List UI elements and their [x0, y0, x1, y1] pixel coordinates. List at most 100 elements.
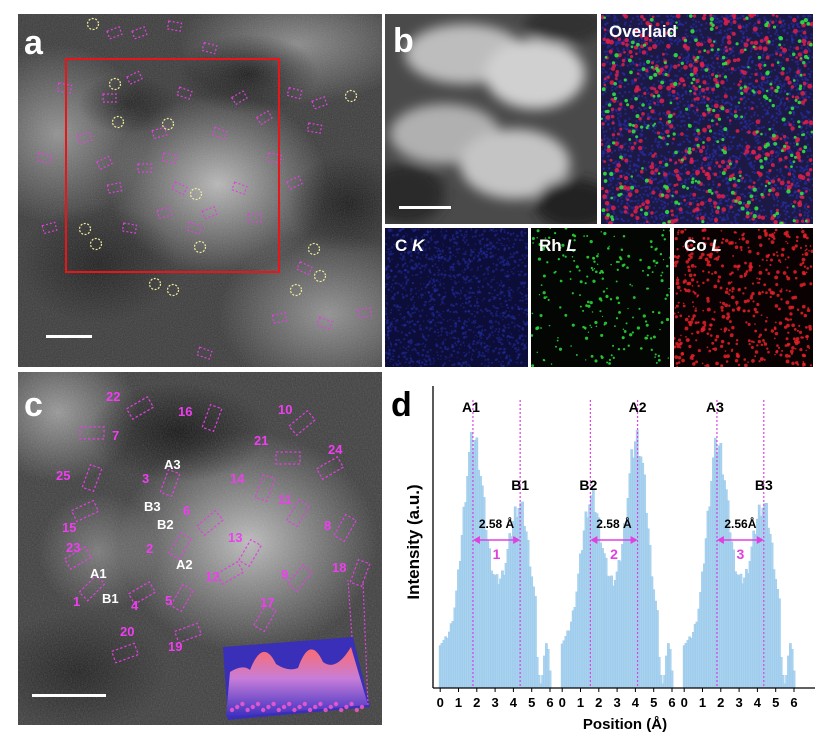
single-atom-box-marker — [356, 307, 373, 319]
site-number-label: 9 — [281, 567, 288, 582]
cluster-circle-marker — [166, 283, 180, 297]
cluster-circle-marker — [307, 242, 321, 256]
cluster-circle-marker — [313, 269, 327, 283]
cluster-circle-marker — [89, 237, 103, 251]
single-atom-box-marker — [56, 82, 73, 94]
single-atom-box-marker — [76, 131, 93, 145]
x-tick-label: 5 — [528, 695, 535, 710]
atom-pair-label: A3 — [164, 457, 181, 472]
site-number-label: 11 — [278, 492, 292, 507]
single-atom-box-marker — [41, 221, 58, 235]
cluster-circle-marker — [148, 277, 162, 291]
single-atom-box-marker — [106, 26, 123, 40]
x-tick-label: 5 — [772, 695, 779, 710]
c-k-label: C K — [395, 236, 425, 255]
single-atom-box-marker — [126, 70, 143, 85]
profile-bar — [548, 670, 552, 689]
x-tick-label: 2 — [595, 695, 602, 710]
pair-index-label: 1 — [493, 546, 501, 562]
site-number-label: 25 — [56, 468, 70, 483]
single-atom-box-marker — [311, 96, 328, 110]
panel-label-d: d — [391, 386, 412, 424]
rh-l-label: Rh L — [539, 236, 577, 255]
peak-label: A3 — [706, 399, 724, 415]
site-number-label: 18 — [332, 560, 346, 575]
site-number-label: 3 — [142, 471, 149, 486]
overlaid-map — [601, 14, 813, 224]
c-k-map — [385, 228, 528, 367]
single-atom-box-marker — [151, 126, 168, 140]
peak-label: A2 — [629, 399, 647, 415]
x-axis-title: Position (Å) — [583, 716, 667, 733]
x-tick-label: 1 — [455, 695, 462, 710]
x-tick-label: 3 — [735, 695, 742, 710]
distance-label: 2.58 Å — [596, 516, 632, 531]
x-tick-label: 3 — [613, 695, 620, 710]
single-atom-box-marker — [96, 155, 113, 170]
single-atom-box-marker — [121, 222, 138, 234]
co-l-map — [674, 228, 813, 367]
x-tick-label: 2 — [473, 695, 480, 710]
x-tick-label: 5 — [650, 695, 657, 710]
x-tick-label: 1 — [699, 695, 706, 710]
peak-label: B2 — [579, 477, 597, 493]
single-atom-box-marker — [161, 152, 178, 164]
site-number-label: 19 — [168, 639, 182, 654]
haadf-image — [385, 14, 597, 224]
map-rh-l: Rh L — [531, 228, 670, 367]
panel-label-a: a — [24, 24, 43, 62]
single-atom-box-marker — [171, 181, 188, 196]
peak-label: A1 — [462, 399, 480, 415]
profile-bar — [792, 670, 796, 689]
single-atom-box-marker — [266, 152, 283, 164]
x-tick-label: 0 — [437, 695, 444, 710]
cluster-circle-marker — [108, 77, 122, 91]
single-atom-box-marker — [102, 93, 117, 103]
x-tick-label: 0 — [559, 695, 566, 710]
site-number-label: 15 — [62, 520, 76, 535]
x-tick-label: 4 — [632, 695, 640, 710]
distance-label: 2.58 Å — [479, 516, 515, 531]
x-tick-label: 4 — [754, 695, 762, 710]
site-number-label: 16 — [178, 404, 192, 419]
single-atom-box-marker — [286, 175, 303, 190]
y-axis-title: Intensity (a.u.) — [404, 484, 423, 599]
site-number-label: 5 — [165, 593, 172, 608]
zoom-region-box — [65, 58, 280, 273]
single-atom-box-marker — [186, 221, 203, 235]
panel-a-image: a — [18, 14, 382, 367]
single-atom-box-marker — [271, 312, 288, 324]
single-atom-box-marker — [131, 26, 148, 40]
single-atom-box-marker — [316, 316, 333, 330]
single-atom-box-marker — [306, 122, 323, 134]
site-number-label: 13 — [228, 530, 242, 545]
site-number-label: 1 — [73, 594, 80, 609]
profile-bar — [670, 670, 674, 689]
single-atom-box-marker — [201, 206, 218, 220]
single-atom-box-marker — [286, 86, 303, 100]
site-number-label: 8 — [324, 518, 331, 533]
map-c-k: C K — [385, 228, 528, 367]
single-atom-box-marker — [137, 163, 152, 173]
cluster-circle-marker — [189, 187, 203, 201]
single-atom-box-marker — [36, 152, 53, 164]
panel-label-c: c — [24, 386, 43, 424]
surface-inset-3d — [223, 579, 370, 720]
atom-pair-label: B2 — [157, 517, 174, 532]
panel-b-haadf: b — [385, 14, 597, 224]
site-number-label: 24 — [328, 442, 343, 457]
site-number-label: 14 — [230, 471, 245, 486]
single-atom-box-marker — [247, 213, 262, 223]
single-atom-box-marker — [106, 182, 123, 194]
site-number-label: 23 — [66, 540, 80, 555]
scale-bar-b — [399, 206, 451, 209]
single-atom-box-marker — [196, 346, 213, 360]
rh-l-map — [531, 228, 670, 367]
cluster-circle-marker — [111, 115, 125, 129]
panel-a-stem-image — [18, 14, 382, 367]
x-tick-label: 0 — [681, 695, 688, 710]
single-atom-box-marker — [156, 206, 173, 220]
